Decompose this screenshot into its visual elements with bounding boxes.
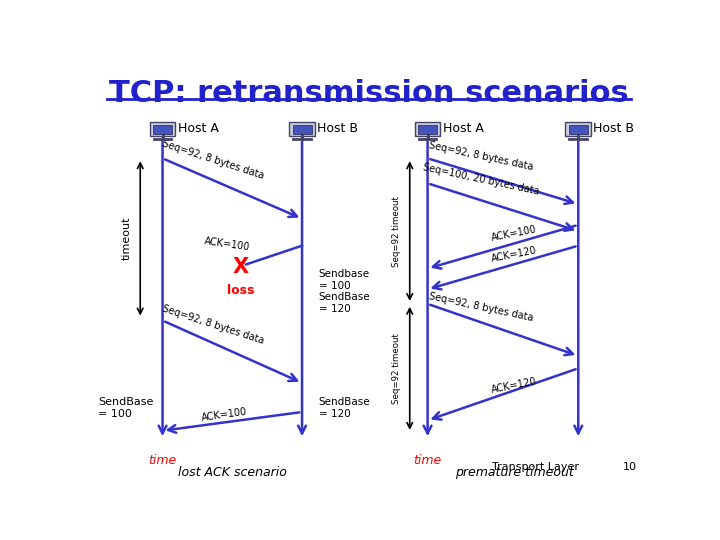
Text: timeout: timeout — [121, 217, 131, 260]
Text: ACK=120: ACK=120 — [490, 245, 538, 264]
Text: Host A: Host A — [443, 122, 484, 135]
Text: premature timeout: premature timeout — [455, 466, 573, 479]
Text: 10: 10 — [623, 462, 637, 472]
Text: ACK=100: ACK=100 — [203, 237, 251, 253]
Text: Seq=92, 8 bytes data: Seq=92, 8 bytes data — [161, 139, 265, 181]
Text: Seq=92 timeout: Seq=92 timeout — [392, 195, 401, 267]
Text: Sendbase
= 100
SendBase
= 120: Sendbase = 100 SendBase = 120 — [319, 269, 370, 314]
Text: SendBase
= 120: SendBase = 120 — [319, 397, 370, 418]
Text: TCP: retransmission scenarios: TCP: retransmission scenarios — [109, 79, 629, 109]
Text: ACK=120: ACK=120 — [490, 376, 538, 395]
FancyBboxPatch shape — [418, 125, 437, 134]
Text: loss: loss — [227, 284, 254, 296]
Text: X: X — [233, 257, 248, 278]
FancyBboxPatch shape — [569, 125, 588, 134]
FancyBboxPatch shape — [289, 122, 315, 136]
Text: Host B: Host B — [593, 122, 634, 135]
FancyBboxPatch shape — [415, 122, 441, 136]
Text: Seq=100, 20 bytes data: Seq=100, 20 bytes data — [421, 163, 540, 197]
Text: Seq=92 timeout: Seq=92 timeout — [392, 333, 401, 404]
Text: lost ACK scenario: lost ACK scenario — [178, 466, 287, 479]
Text: Seq=92, 8 bytes data: Seq=92, 8 bytes data — [428, 140, 534, 172]
Text: time: time — [148, 454, 176, 467]
Text: Transport Layer: Transport Layer — [492, 462, 579, 472]
Text: time: time — [413, 454, 441, 467]
Text: Seq=92, 8 bytes data: Seq=92, 8 bytes data — [161, 303, 265, 346]
Text: Seq=92, 8 bytes data: Seq=92, 8 bytes data — [428, 292, 534, 323]
FancyBboxPatch shape — [292, 125, 312, 134]
FancyBboxPatch shape — [565, 122, 591, 136]
FancyBboxPatch shape — [150, 122, 176, 136]
FancyBboxPatch shape — [153, 125, 172, 134]
Text: ACK=100: ACK=100 — [200, 407, 248, 423]
Text: Host B: Host B — [318, 122, 359, 135]
Text: SendBase
= 100: SendBase = 100 — [99, 397, 154, 418]
Text: ACK=100: ACK=100 — [490, 224, 538, 243]
Text: Host A: Host A — [178, 122, 219, 135]
